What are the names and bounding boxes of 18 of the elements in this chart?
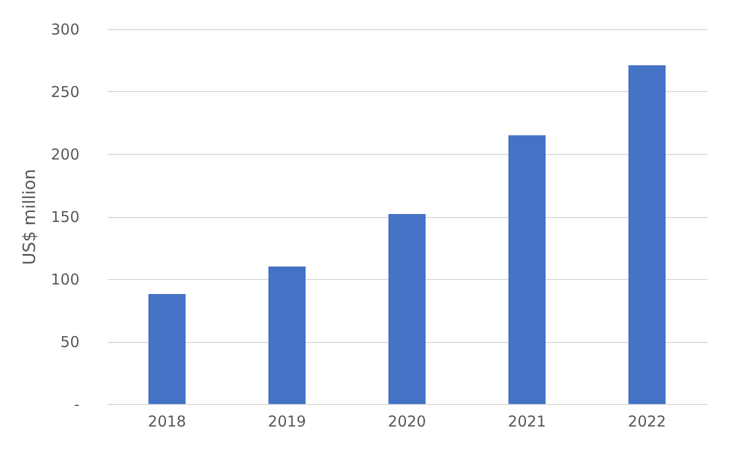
bar bbox=[268, 266, 306, 404]
y-tick-label: 100 bbox=[50, 270, 80, 288]
bar bbox=[388, 214, 426, 404]
y-tick-label: - bbox=[74, 396, 80, 414]
bar bbox=[508, 135, 546, 404]
y-tick-label: 200 bbox=[50, 146, 80, 164]
x-tick-label: 2022 bbox=[628, 412, 666, 430]
x-tick-label: 2021 bbox=[508, 412, 546, 430]
x-tick-label: 2020 bbox=[388, 412, 426, 430]
bar bbox=[148, 294, 186, 404]
y-tick-label: 150 bbox=[50, 208, 80, 226]
y-tick-label: 50 bbox=[60, 333, 80, 351]
bar bbox=[628, 65, 666, 404]
y-tick-label: 300 bbox=[50, 20, 80, 38]
x-tick-label: 2019 bbox=[268, 412, 306, 430]
y-tick-label: 250 bbox=[50, 83, 80, 101]
x-tick-label: 2018 bbox=[148, 412, 186, 430]
y-axis-title: US$ million bbox=[20, 168, 40, 266]
